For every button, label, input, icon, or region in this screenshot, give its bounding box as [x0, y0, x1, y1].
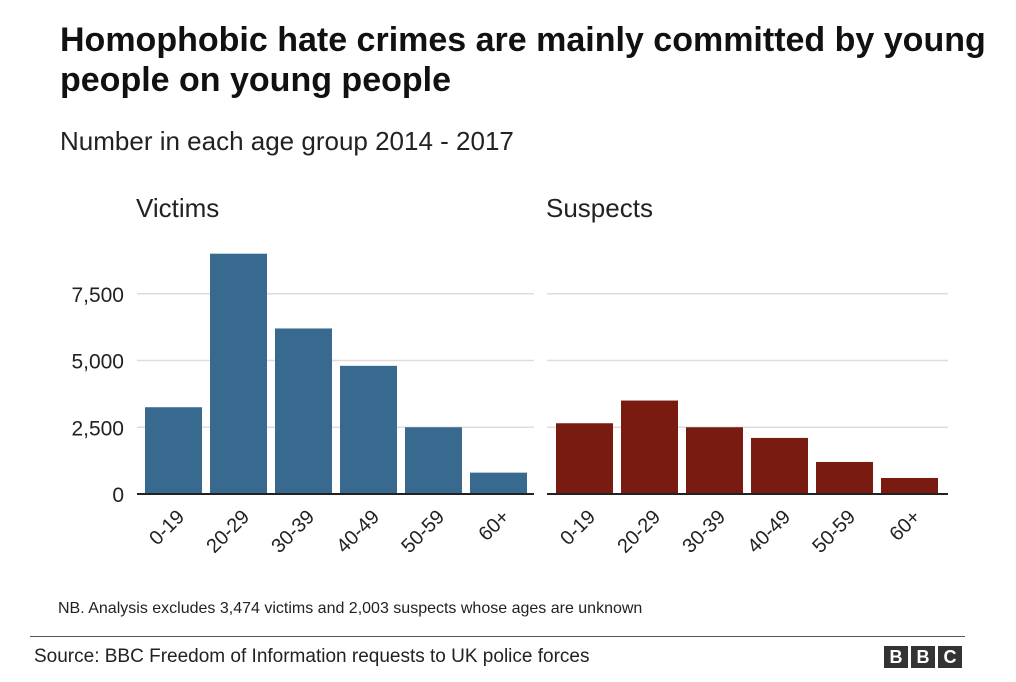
y-tick-label: 7,500: [71, 284, 124, 307]
x-tick-label: 40-49: [743, 506, 795, 558]
bar: [275, 328, 332, 494]
chart-title: Homophobic hate crimes are mainly commit…: [60, 21, 986, 99]
x-tick-label: 20-29: [202, 506, 254, 558]
bar: [816, 461, 873, 494]
source-text: Source: BBC Freedom of Information reque…: [34, 646, 590, 667]
y-tick-label: 5,000: [71, 351, 124, 374]
divider: [30, 636, 965, 637]
logo-letter: C: [938, 646, 962, 668]
bar: [340, 365, 397, 494]
x-tick-label: 0-19: [145, 506, 189, 550]
bar: [470, 472, 527, 494]
bar: [751, 437, 808, 494]
bar: [881, 477, 938, 494]
logo-letter: B: [911, 646, 935, 668]
panel-title: Suspects: [546, 193, 653, 223]
y-tick-label: 2,500: [71, 417, 124, 440]
logo-letter: B: [884, 646, 908, 668]
y-tick-label: 0: [112, 484, 124, 507]
panel-title: Victims: [136, 193, 219, 223]
x-tick-label: 50-59: [808, 506, 860, 558]
footnote: NB. Analysis excludes 3,474 victims and …: [58, 600, 643, 617]
chart-subtitle: Number in each age group 2014 - 2017: [60, 126, 514, 156]
x-tick-label: 30-39: [267, 506, 319, 558]
bar: [405, 427, 462, 494]
x-tick-label: 30-39: [678, 506, 730, 558]
x-tick-label: 20-29: [613, 506, 665, 558]
bar: [145, 407, 202, 494]
bar: [556, 423, 613, 494]
bar: [686, 427, 743, 494]
x-tick-label: 0-19: [556, 506, 600, 550]
x-tick-label: 50-59: [397, 506, 449, 558]
bar: [621, 400, 678, 494]
x-tick-label: 60+: [885, 506, 925, 546]
x-tick-label: 40-49: [332, 506, 384, 558]
bar: [210, 253, 267, 494]
x-tick-label: 60+: [474, 506, 514, 546]
bbc-logo: B B C: [884, 646, 962, 668]
